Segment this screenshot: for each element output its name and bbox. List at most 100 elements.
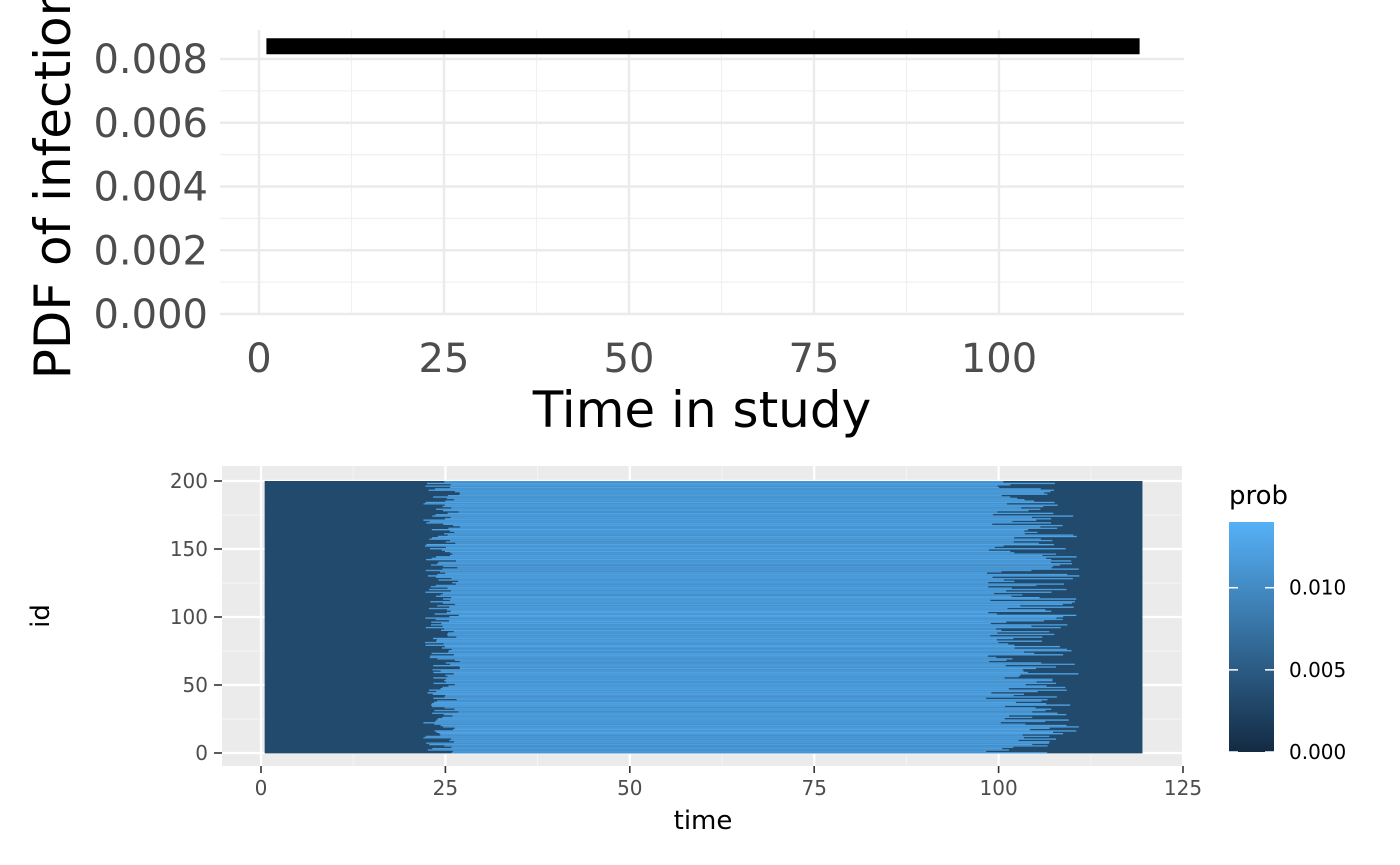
heatmap-high-tile xyxy=(433,664,1006,667)
heatmap-high-tile xyxy=(451,738,1057,740)
heatmap-x-tick-label: 25 xyxy=(433,776,458,800)
heatmap-high-tile xyxy=(428,689,1067,691)
heatmap-high-tile xyxy=(455,583,1064,585)
heatmap-high-tile xyxy=(440,593,1023,596)
heatmap-high-tile xyxy=(444,532,1025,535)
heatmap-high-tile xyxy=(458,614,1077,617)
heatmap-high-tile xyxy=(435,595,1012,597)
heatmap-high-tile xyxy=(454,708,1052,710)
heatmap-high-tile xyxy=(425,569,1032,572)
heatmap-high-tile xyxy=(432,712,1058,714)
heatmap-high-tile xyxy=(451,577,1073,580)
heatmap-high-tile xyxy=(435,513,993,516)
heatmap-high-tile xyxy=(444,627,997,630)
heatmap-high-tile xyxy=(423,736,1024,739)
heatmap-high-tile xyxy=(452,750,987,753)
heatmap-high-tile xyxy=(456,636,1043,638)
legend-tick-label: 0.000 xyxy=(1289,740,1346,764)
heatmap-high-tile xyxy=(435,555,1077,558)
heatmap-high-tile xyxy=(454,683,1026,686)
heatmap-high-tile xyxy=(430,563,1061,566)
heatmap-high-tile xyxy=(454,659,1007,661)
heatmap-high-tile xyxy=(429,538,1041,540)
heatmap-high-tile xyxy=(430,585,989,588)
heatmap-high-tile xyxy=(459,491,1045,494)
heatmap-high-tile xyxy=(423,519,1037,521)
heatmap-high-tile xyxy=(435,720,1046,723)
heatmap-high-tile xyxy=(437,535,1077,538)
heatmap-high-tile xyxy=(432,668,1023,671)
heatmap-high-tile xyxy=(459,660,990,663)
heatmap-high-tile xyxy=(440,670,1024,672)
heatmap-y-tick-label: 200 xyxy=(170,469,208,493)
heatmap-high-tile xyxy=(442,716,1033,719)
heatmap-high-tile xyxy=(429,656,997,659)
heatmap-high-tile xyxy=(454,740,1050,743)
heatmap-x-tick-labels: 0 25 50 75 100 125 xyxy=(255,776,1202,800)
heatmap-high-tile xyxy=(451,506,1022,509)
pdf-x-axis-title: Time in study xyxy=(532,381,871,439)
heatmap-x-axis-title: time xyxy=(674,806,733,836)
heatmap-high-tile xyxy=(438,561,1051,563)
heatmap-high-tile xyxy=(454,531,1038,534)
heatmap-high-tile xyxy=(426,521,1051,524)
heatmap-high-tile xyxy=(445,678,1053,680)
pdf-y-tick-label: 0.006 xyxy=(93,101,208,147)
heatmap-high-tile xyxy=(451,648,1067,651)
heatmap-y-tick-label: 150 xyxy=(170,537,208,561)
heatmap-high-tile xyxy=(443,509,1029,512)
heatmap-high-tile xyxy=(433,671,1028,674)
heatmap-high-tile xyxy=(436,508,1041,510)
heatmap-high-tile xyxy=(432,693,1025,695)
heatmap-high-tile xyxy=(453,524,1063,527)
heatmap-high-tile xyxy=(456,698,1048,701)
heatmap-y-tick-label: 50 xyxy=(183,673,208,697)
pdf-x-tick-labels: 0 25 50 75 100 xyxy=(246,336,1037,382)
heatmap-high-tile xyxy=(445,572,988,574)
heatmap-high-tile xyxy=(448,649,1072,652)
heatmap-high-tile xyxy=(454,498,1025,501)
heatmap-high-tile xyxy=(444,504,1058,506)
heatmap-high-tile xyxy=(427,748,1009,751)
heatmap-high-tile xyxy=(426,482,1055,485)
prob-legend: prob 0.000 0.005 0.010 xyxy=(1229,481,1346,764)
heatmap-high-tile xyxy=(446,633,1055,636)
heatmap-high-tile xyxy=(452,581,989,584)
heatmap-high-tile xyxy=(426,543,1054,546)
pdf-x-tick-label: 25 xyxy=(419,336,470,382)
heatmap-high-tile xyxy=(442,602,1072,604)
heatmap-high-tile xyxy=(432,705,1006,708)
heatmap-high-tile xyxy=(449,619,1044,622)
legend-title: prob xyxy=(1229,481,1288,511)
heatmap-high-tile xyxy=(434,723,1026,725)
pdf-chart: 0.000 0.002 0.004 0.006 0.008 0 25 50 75 100 Tim… xyxy=(24,0,1184,439)
pdf-y-tick-label: 0.000 xyxy=(93,292,208,338)
legend-ticks: 0.000 0.005 0.010 xyxy=(1229,576,1346,764)
heatmap-high-tile xyxy=(451,751,1048,754)
heatmap-high-tile xyxy=(438,578,1004,581)
heatmap-high-tile xyxy=(430,623,1068,626)
heatmap-high-tile xyxy=(446,608,1046,611)
heatmap-high-tile xyxy=(436,690,1038,693)
heatmap-high-tile xyxy=(431,528,1029,531)
heatmap-y-tick-label: 0 xyxy=(195,741,208,765)
heatmap-high-tile xyxy=(459,667,1037,670)
heatmap-high-tile xyxy=(426,742,1049,744)
heatmap-high-tile xyxy=(425,641,999,644)
pdf-y-tick-label: 0.002 xyxy=(93,228,208,274)
heatmap-high-tile xyxy=(444,550,1011,553)
heatmap-chart: 0 50 100 150 200 0 25 50 75 100 125 time id xyxy=(26,466,1202,836)
heatmap-high-tile xyxy=(435,576,993,578)
heatmap-high-tile xyxy=(458,510,998,513)
heatmap-high-tile xyxy=(429,547,1066,550)
heatmap-high-tile xyxy=(437,699,1042,702)
heatmap-high-tile xyxy=(449,739,1019,742)
heatmap-high-tile xyxy=(442,597,1077,600)
heatmap-high-tile xyxy=(446,611,989,614)
heatmap-high-tile xyxy=(425,485,998,487)
heatmap-x-tick-label: 125 xyxy=(1164,776,1202,800)
heatmap-high-tile xyxy=(449,615,1064,618)
heatmap-high-tile xyxy=(446,680,1037,683)
heatmap-high-tile xyxy=(458,710,1033,713)
heatmap-high-tile xyxy=(442,592,994,595)
